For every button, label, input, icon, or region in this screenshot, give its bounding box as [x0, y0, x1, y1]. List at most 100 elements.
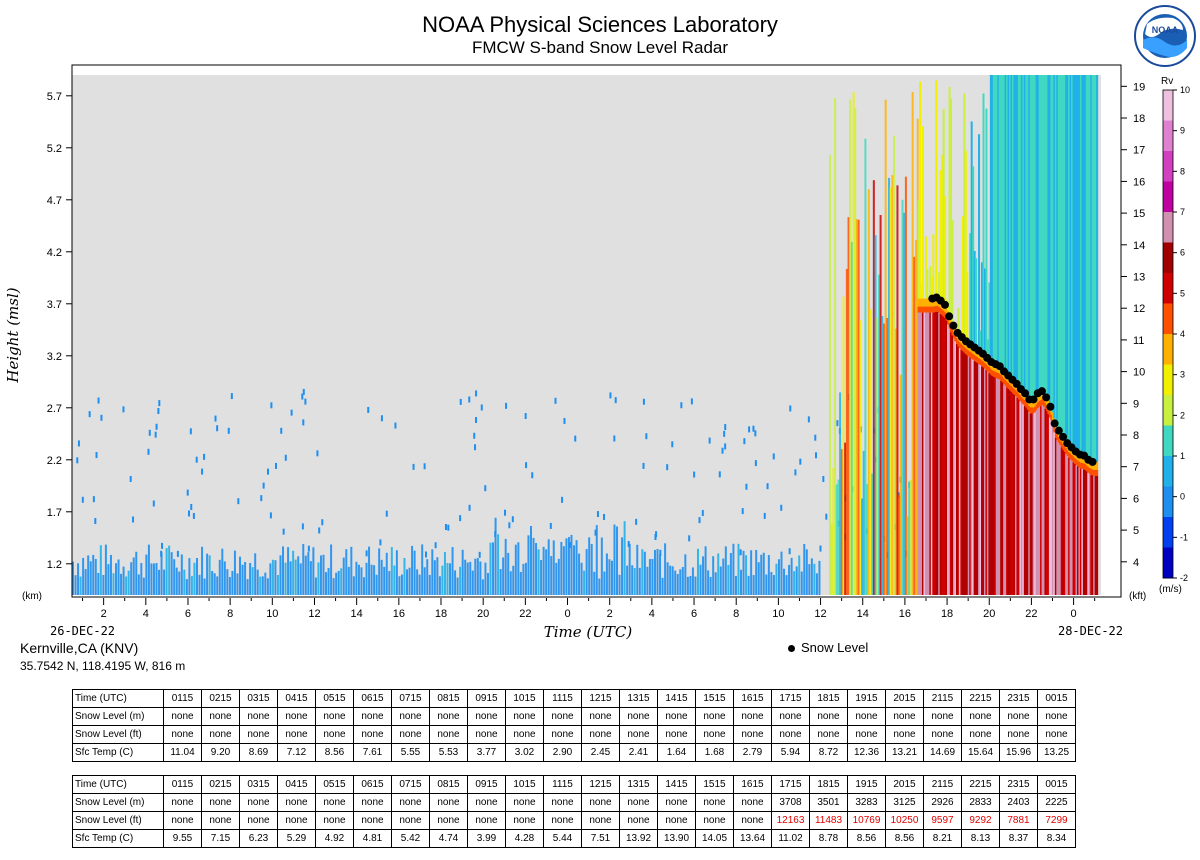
radar-echo [474, 444, 477, 451]
radar-echo [77, 440, 80, 447]
radar-echo [1006, 381, 1009, 388]
table-cell: 1715 [771, 775, 810, 794]
table-cell: 0515 [315, 689, 354, 708]
table-cell: none [467, 811, 506, 830]
x-tick-label: 12 [308, 608, 320, 620]
table-cell: 4.74 [429, 829, 468, 848]
radar-echo [777, 559, 780, 595]
radar-echo [970, 121, 973, 345]
radar-echo [866, 483, 869, 595]
y-tick-label-km: 5.7 [47, 91, 62, 103]
radar-echo [709, 576, 712, 595]
radar-echo [1068, 75, 1071, 444]
table-cell: 4.28 [505, 829, 544, 848]
radar-echo [362, 577, 365, 595]
radar-echo [693, 471, 696, 478]
radar-echo [1038, 75, 1041, 393]
table-cell: none [391, 793, 430, 812]
radar-echo [570, 534, 573, 595]
radar-echo [568, 542, 571, 549]
radar-echo [879, 215, 882, 596]
table-cell: none [277, 793, 316, 812]
radar-echo [920, 306, 923, 313]
radar-echo [653, 549, 656, 595]
radar-echo [1072, 456, 1075, 463]
radar-echo [1032, 75, 1035, 400]
table-cell: 1.64 [657, 743, 696, 762]
table-cell: none [923, 725, 962, 744]
radar-echo [161, 542, 164, 549]
radar-echo [390, 547, 393, 595]
radar-echo [459, 566, 462, 595]
radar-echo [259, 576, 262, 595]
radar-echo [1075, 465, 1078, 595]
radar-echo [837, 479, 840, 595]
radar-echo [930, 312, 933, 595]
radar-echo [942, 310, 945, 317]
radar-echo [972, 359, 975, 595]
radar-echo [170, 552, 173, 595]
radar-echo [1022, 75, 1025, 391]
radar-echo [1076, 460, 1079, 467]
table-cell: none [429, 811, 468, 830]
radar-echo [676, 573, 679, 595]
radar-echo [1037, 75, 1040, 395]
radar-echo [1023, 399, 1026, 406]
radar-echo [1050, 75, 1053, 407]
table-cell: 8.56 [847, 829, 886, 848]
radar-echo [906, 516, 909, 595]
table-cell: 9.55 [163, 829, 202, 848]
radar-echo [122, 406, 125, 413]
radar-echo [932, 312, 935, 595]
radar-echo [926, 269, 929, 299]
table-cell: 5.42 [391, 829, 430, 848]
radar-echo [967, 350, 970, 357]
radar-echo [754, 460, 757, 467]
radar-echo [613, 524, 616, 595]
radar-echo [304, 398, 307, 405]
radar-echo [889, 187, 892, 595]
table-cell: 1015 [505, 775, 544, 794]
radar-echo [808, 564, 811, 595]
radar-echo [800, 571, 803, 595]
snow-level-point [1050, 419, 1059, 428]
radar-echo [1016, 397, 1019, 595]
radar-echo [963, 93, 966, 339]
radar-echo [97, 572, 100, 595]
table-cell: none [239, 707, 278, 726]
radar-echo [972, 166, 975, 346]
table-cell: 5.29 [277, 829, 316, 848]
radar-echo [929, 266, 932, 299]
radar-echo [497, 534, 500, 595]
radar-echo [228, 577, 231, 595]
radar-echo [966, 271, 969, 342]
radar-echo [938, 312, 941, 595]
radar-echo [983, 368, 986, 595]
table-cell: 1415 [657, 775, 696, 794]
radar-echo [938, 272, 941, 299]
radar-echo [1081, 468, 1084, 595]
radar-echo [1037, 402, 1040, 409]
radar-echo [915, 240, 918, 595]
radar-echo [1060, 75, 1063, 434]
table-cell: none [619, 811, 658, 830]
colorbar-segment [1163, 242, 1173, 274]
table-cell: none [619, 707, 658, 726]
y-tick-label-kft: 14 [1133, 240, 1145, 252]
table-cell: none [961, 725, 1000, 744]
radar-echo [1069, 459, 1072, 595]
colorbar-segment [1163, 90, 1173, 121]
radar-echo [421, 544, 424, 595]
radar-echo [807, 416, 810, 423]
radar-echo [1050, 406, 1053, 415]
snow-level-table-day2: Time (UTC) 0115 0215 0315 0415 0515 0615 0715 08… [72, 775, 1076, 848]
table-cell: 2225 [1037, 793, 1076, 812]
radar-echo [1060, 447, 1063, 595]
radar-echo [418, 574, 421, 595]
radar-echo [1078, 467, 1081, 595]
radar-echo [94, 518, 97, 525]
y-tick-label-kft: 18 [1133, 113, 1145, 125]
radar-echo [929, 298, 932, 307]
radar-echo [461, 549, 464, 595]
radar-echo [175, 567, 178, 595]
